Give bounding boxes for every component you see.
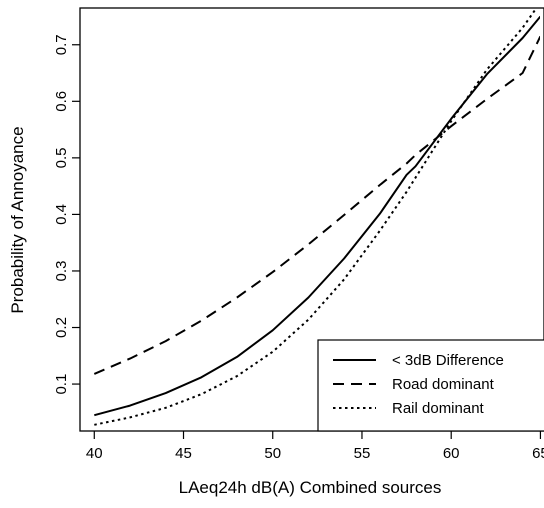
- y-axis-title: Probability of Annoyance: [8, 126, 27, 313]
- x-axis: 40 45 50 55 60 65: [86, 431, 544, 462]
- x-axis-title: LAeq24h dB(A) Combined sources: [179, 478, 442, 497]
- x-tick-label: 65: [532, 445, 544, 462]
- series-line-dotted: [94, 8, 538, 426]
- plot-frame: [79, 7, 544, 432]
- legend-label: < 3dB Difference: [392, 352, 504, 369]
- y-tick-label: 0.4: [53, 204, 70, 225]
- x-tick-label: 45: [175, 445, 192, 462]
- y-tick-label: 0.7: [53, 34, 70, 55]
- y-tick-label: 0.1: [53, 374, 70, 395]
- x-tick-label: 55: [354, 445, 371, 462]
- legend-label: Rail dominant: [392, 400, 485, 417]
- x-tick-label: 50: [264, 445, 281, 462]
- series-line-solid: [94, 15, 540, 417]
- x-tick-label: 60: [443, 445, 460, 462]
- series-line-dashed: [93, 35, 540, 375]
- x-tick-label: 40: [86, 445, 103, 462]
- y-tick-label: 0.2: [53, 317, 70, 338]
- plot-lines: [93, 8, 540, 426]
- legend-label: Road dominant: [392, 376, 495, 393]
- legend-box: [317, 339, 544, 432]
- y-axis: 0.1 0.2 0.3 0.4 0.5 0.6 0.7: [53, 34, 80, 395]
- y-tick-label: 0.6: [53, 91, 70, 112]
- y-tick-label: 0.5: [53, 147, 70, 168]
- legend: < 3dB Difference Road dominant Rail domina…: [317, 339, 544, 432]
- y-tick-label: 0.3: [53, 261, 70, 282]
